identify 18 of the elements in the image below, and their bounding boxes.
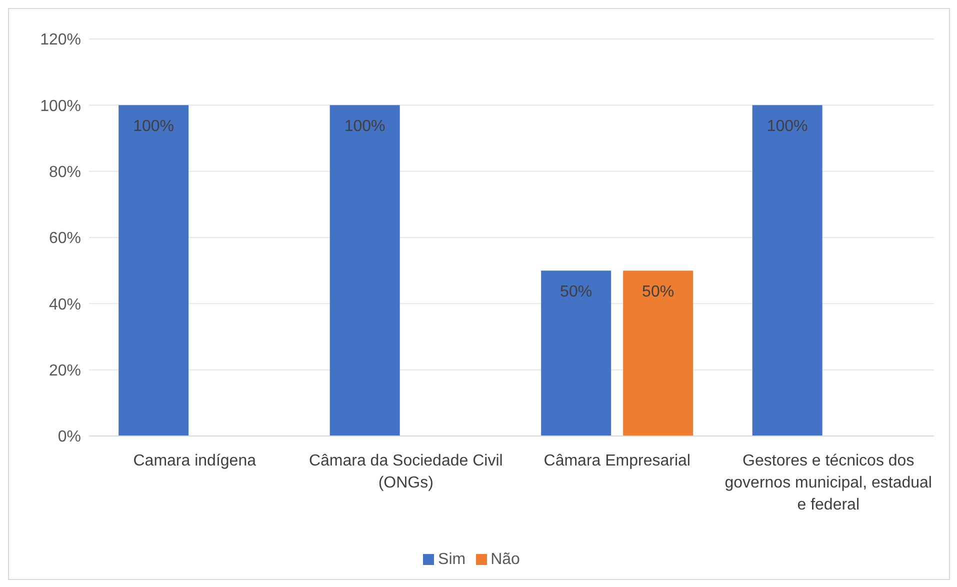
x-tick-label: Câmara Empresarial (544, 452, 690, 470)
y-tick-label: 0% (58, 428, 81, 446)
data-label: 100% (133, 118, 174, 136)
y-tick-label: 120% (40, 32, 81, 49)
legend-label: Não (490, 551, 520, 568)
data-label: 100% (766, 118, 808, 136)
data-label: 100% (344, 118, 386, 136)
legend-label: Sim (438, 551, 466, 568)
y-tick-label: 100% (40, 98, 81, 115)
x-tick-label: Gestores e técnicos dos governos municipal, estadual e federal (724, 452, 932, 514)
y-tick-label: 80% (48, 164, 81, 182)
x-tick-label: Camara indígena (133, 452, 256, 470)
data-label: 50% (642, 284, 674, 301)
y-tick-label: 60% (48, 230, 81, 248)
x-tick-label: Câmara da Sociedade Civil (ONGs) (308, 452, 503, 492)
data-label: 50% (560, 284, 592, 301)
y-tick-label: 40% (48, 296, 81, 314)
y-tick-label: 20% (48, 362, 81, 380)
